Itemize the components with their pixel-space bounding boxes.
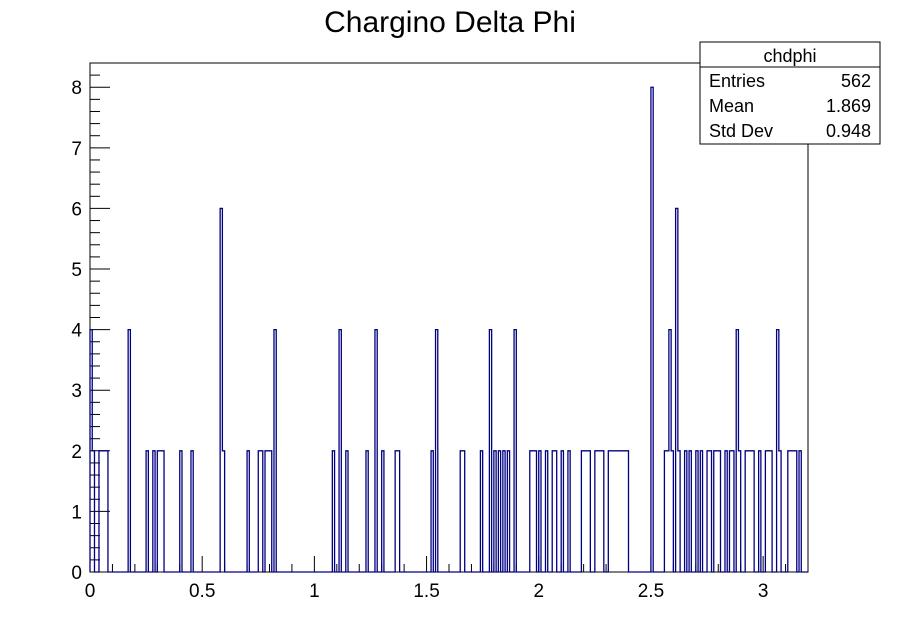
histogram-bin <box>615 451 617 572</box>
stats-box: chdphi Entries 562 Mean 1.869 Std Dev 0.… <box>699 41 881 145</box>
y-tick-label: 2 <box>71 442 82 463</box>
histogram-bin <box>747 451 749 572</box>
y-tick-label: 0 <box>71 563 82 584</box>
x-tick-label: 0 <box>85 581 96 602</box>
x-tick-label: 3 <box>758 581 769 602</box>
histogram-bin <box>716 451 718 572</box>
histogram-bin <box>622 451 624 572</box>
stats-box-frame <box>699 41 881 145</box>
stats-stddev-label: Std Dev <box>709 121 773 141</box>
stats-mean-label: Mean <box>709 96 754 116</box>
histogram-bin <box>599 451 601 572</box>
histogram-bin <box>532 451 534 572</box>
y-tick-label: 7 <box>71 139 82 160</box>
histogram-bin <box>667 451 669 572</box>
histogram-bin <box>613 451 615 572</box>
histogram-bin <box>584 451 586 572</box>
y-axis: 0 1 2 3 4 5 6 7 8 <box>71 62 110 584</box>
y-tick-label: 1 <box>71 502 82 523</box>
histogram-bin <box>586 451 588 572</box>
y-tick-label: 6 <box>71 199 82 220</box>
stats-stddev-value: 0.948 <box>826 121 871 141</box>
histogram-bin <box>790 451 792 572</box>
histogram-bin <box>597 451 599 572</box>
x-tick-label: 1 <box>309 581 320 602</box>
histogram-bin <box>267 451 269 572</box>
y-tick-label: 5 <box>71 260 82 281</box>
stats-mean-value: 1.869 <box>826 96 871 116</box>
histogram-bin <box>768 451 770 572</box>
stats-box-title: chdphi <box>763 46 816 66</box>
stats-entries-label: Entries <box>709 71 765 91</box>
histogram-bins <box>90 87 801 572</box>
histogram-bin <box>617 451 619 572</box>
histogram-bin <box>750 451 752 572</box>
y-tick-label: 3 <box>71 381 82 402</box>
stats-entries-value: 562 <box>841 71 871 91</box>
histogram-bin <box>624 451 626 572</box>
histogram-bin <box>160 451 162 572</box>
x-tick-label: 2 <box>533 581 544 602</box>
histogram-bin <box>620 451 622 572</box>
x-tick-label: 2.5 <box>638 581 664 602</box>
x-tick-label: 0.5 <box>189 581 215 602</box>
chart-title: Chargino Delta Phi <box>324 6 576 39</box>
x-tick-label: 1.5 <box>413 581 439 602</box>
histogram-outline <box>89 86 808 573</box>
histogram-bin <box>792 451 794 572</box>
y-tick-label: 8 <box>71 78 82 99</box>
histogram-bin <box>611 451 613 572</box>
y-tick-label: 4 <box>71 321 82 342</box>
